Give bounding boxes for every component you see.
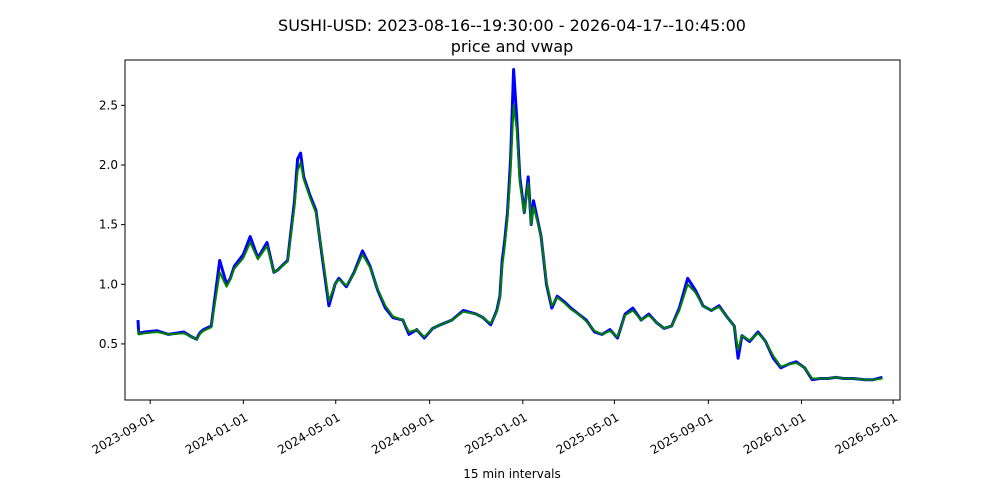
y-tick-label: 2.5 (99, 98, 118, 112)
x-axis: 2023-09-01 2024-01-01 2024-05-01 2024-09-01… (90, 400, 900, 457)
x-tick-label: 2023-09-01 (90, 410, 157, 457)
y-axis: 0.5 1.0 1.5 2.0 2.5 (99, 98, 125, 351)
x-axis-label: 15 min intervals (463, 467, 561, 481)
price-line (136, 68, 883, 382)
x-tick-label: 2025-01-01 (462, 410, 529, 457)
vwap-line (137, 104, 883, 381)
y-tick-label: 0.5 (99, 337, 118, 351)
chart-title: SUSHI-USD: 2023-08-16--19:30:00 - 2026-0… (278, 16, 746, 35)
x-tick-label: 2026-05-01 (833, 410, 900, 457)
plot-frame (124, 59, 901, 401)
y-tick-label: 1.5 (99, 218, 118, 232)
x-tick-label: 2024-01-01 (183, 410, 250, 457)
x-tick-label: 2024-05-01 (275, 410, 342, 457)
x-tick-label: 2024-09-01 (369, 410, 436, 457)
y-tick-label: 2.0 (99, 158, 118, 172)
x-tick-label: 2026-01-01 (741, 410, 808, 457)
chart-subtitle: price and vwap (451, 37, 574, 56)
x-tick-label: 2025-05-01 (554, 410, 621, 457)
x-tick-label: 2025-09-01 (648, 410, 715, 457)
y-tick-label: 1.0 (99, 277, 118, 291)
plot-area (136, 68, 883, 382)
